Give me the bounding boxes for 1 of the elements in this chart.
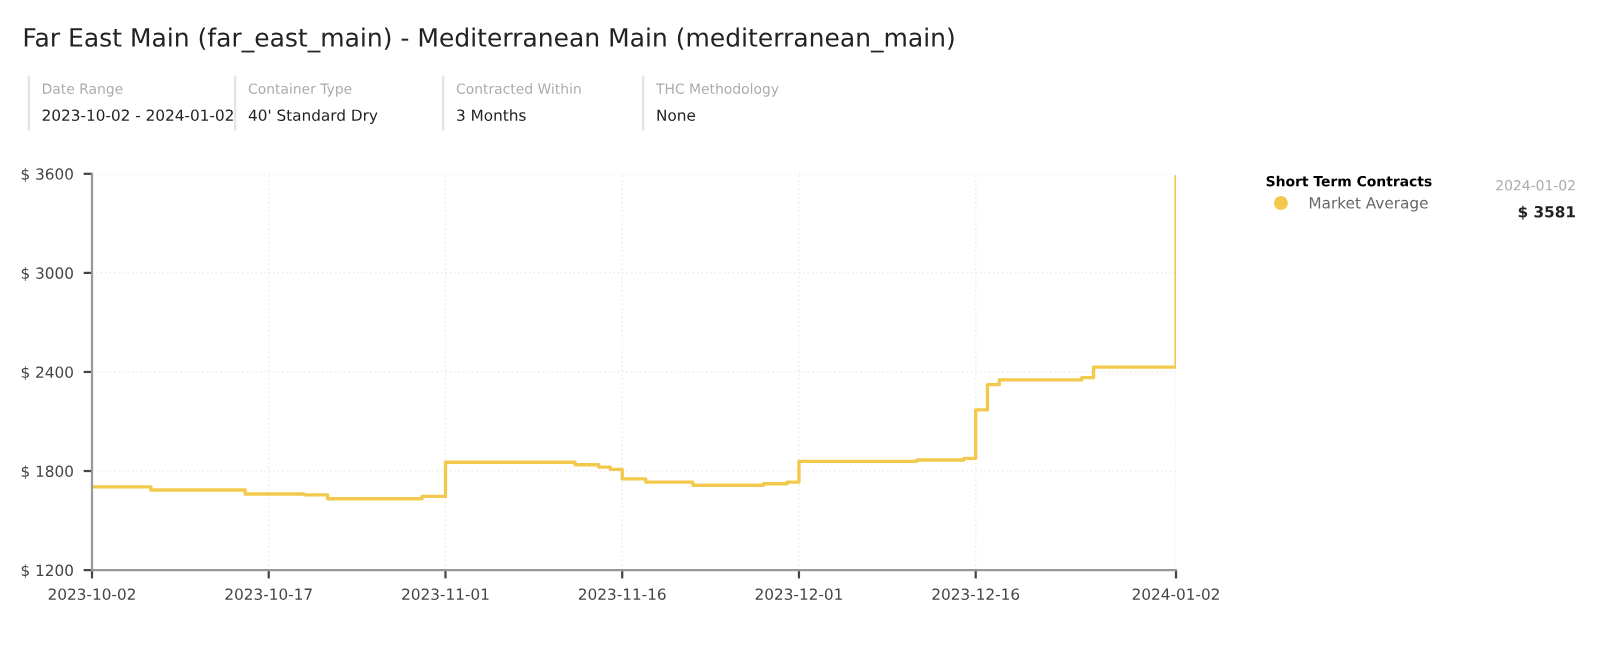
chart-title: Far East Main (far_east_main) - Mediterranean Main (mediterranean_main) [24, 27, 954, 53]
